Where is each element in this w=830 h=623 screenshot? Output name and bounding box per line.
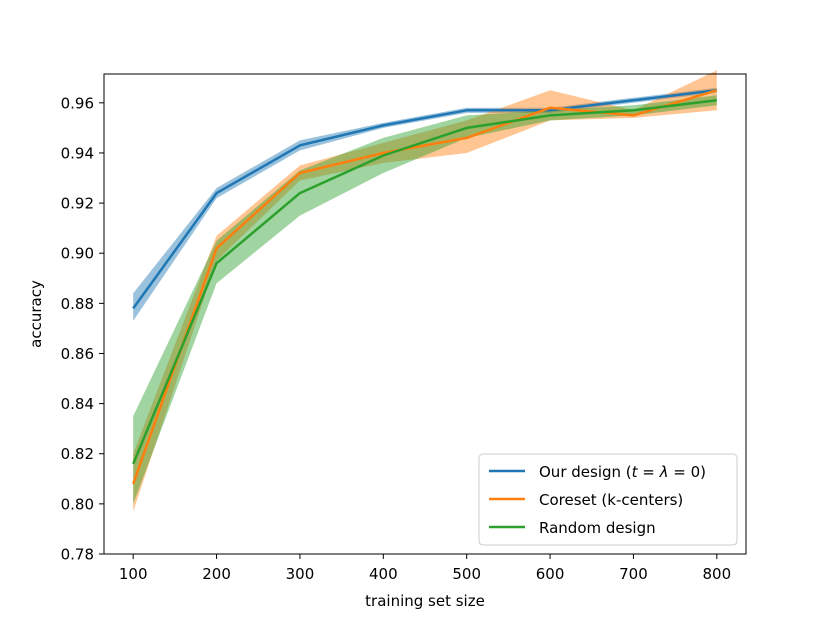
legend-box	[478, 453, 738, 546]
legend-our-design-eq2: = 0)	[669, 463, 707, 481]
x-tick-label-600: 600	[536, 565, 565, 583]
legend-our-design-eq1: =	[638, 463, 660, 481]
series-line-random-design	[132, 99, 717, 465]
y-tick-label-0.94: 0.94	[61, 144, 94, 162]
y-tick-label-0.84: 0.84	[61, 395, 94, 413]
x-tick-label-200: 200	[202, 565, 231, 583]
legend-label-coreset: Coreset (k-centers)	[539, 491, 683, 509]
band-random-design	[133, 95, 717, 504]
series-line-our-design-t-0	[132, 89, 717, 310]
x-tick-label-400: 400	[369, 565, 398, 583]
legend: Our design (t = λ = 0) Coreset (k-center…	[478, 453, 738, 546]
y-tick-label-0.90: 0.90	[61, 245, 94, 263]
band-coreset-k-centers	[133, 70, 717, 512]
y-tick-label-0.96: 0.96	[61, 94, 94, 112]
y-tick-label-0.88: 0.88	[61, 295, 94, 313]
x-tick-label-100: 100	[119, 565, 148, 583]
confidence-bands	[133, 70, 717, 512]
y-tick-label-0.78: 0.78	[61, 546, 94, 564]
legend-label-random-design: Random design	[539, 519, 656, 537]
legend-our-design-lambda: λ	[659, 463, 669, 481]
x-axis-ticks: 100 200 300 400 500 600 700 800	[119, 554, 731, 583]
y-tick-label-0.86: 0.86	[61, 345, 94, 363]
legend-our-design-prefix: Our design (	[539, 463, 632, 481]
series-lines	[132, 89, 718, 485]
x-tick-label-300: 300	[286, 565, 315, 583]
x-tick-label-500: 500	[452, 565, 481, 583]
y-tick-label-0.82: 0.82	[61, 445, 94, 463]
legend-label-our-design: Our design (t = λ = 0)	[539, 463, 706, 481]
y-tick-label-0.92: 0.92	[61, 195, 94, 213]
legend-our-design-var-t: t	[632, 463, 639, 481]
x-tick-label-700: 700	[619, 565, 648, 583]
y-axis-label: accuracy	[27, 280, 45, 348]
y-axis-ticks: 0.78 0.80 0.82 0.84 0.86 0.88 0.90 0.92 0.94 0.96	[61, 94, 104, 564]
y-tick-label-0.80: 0.80	[61, 495, 94, 513]
series-line-coreset-k-centers	[132, 89, 718, 485]
x-tick-label-800: 800	[702, 565, 731, 583]
axes-frame	[103, 73, 747, 555]
x-axis-label: training set size	[365, 592, 485, 610]
